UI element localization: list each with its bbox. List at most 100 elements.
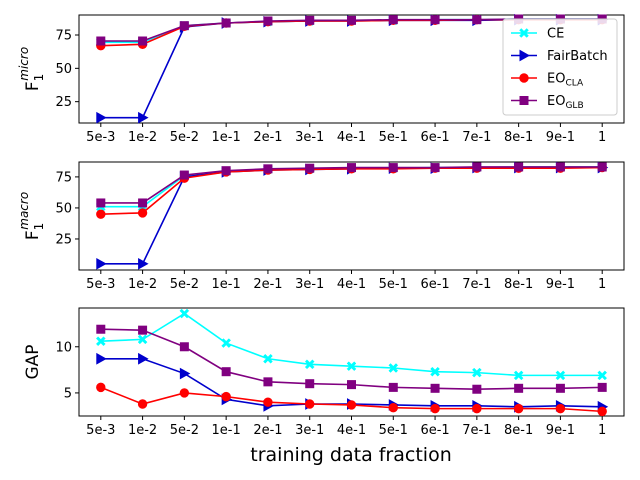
legend-label: FairBatch (547, 49, 608, 64)
panel-1: 5e-3 1e-2 5e-2 1e-1 2e-1 3e-1 4e-1 5e-1 6e-1 7e-1… (17, 13, 625, 145)
x-tick-label: 5e-1 (379, 130, 408, 145)
point-eo_cla (137, 208, 148, 218)
series-eo_glb (96, 324, 607, 394)
x-tick-label: 5e-2 (170, 277, 199, 292)
point-ce (221, 338, 232, 348)
x-tick-label: 9e-1 (546, 277, 575, 292)
point-ce (95, 336, 106, 347)
x-tick-label: 6e-1 (420, 277, 449, 292)
y-tick-label: 50 (55, 201, 72, 216)
x-tick-label: 5e-3 (86, 423, 115, 438)
point-fairbatch (179, 367, 191, 380)
point-eo_glb (221, 367, 231, 377)
point-eo_cla (430, 403, 440, 414)
point-eo_glb (555, 162, 565, 172)
point-fairbatch (96, 352, 107, 365)
point-eo_glb (179, 21, 189, 31)
series-eo_cla (96, 382, 607, 417)
point-ce (263, 353, 273, 364)
point-eo_glb (305, 379, 315, 389)
legend-entry-fairbatch: FairBatch (511, 49, 608, 64)
point-eo_glb (472, 162, 482, 172)
x-tick-label: 7e-1 (462, 423, 491, 438)
point-eo_cla (96, 209, 106, 219)
x-tick-label: 5e-1 (379, 423, 408, 438)
x-tick-label: 8e-1 (504, 130, 533, 145)
panel-2: 5e-3 1e-2 5e-2 1e-1 2e-1 3e-1 4e-1 5e-1 6e-1 7e-1… (17, 161, 625, 292)
legend-marker-ce (519, 28, 529, 38)
point-ce (430, 366, 440, 377)
x-tick-label: 6e-1 (420, 130, 449, 145)
point-eo_glb (472, 384, 482, 394)
legend-marker-eo_cla (519, 73, 529, 83)
point-eo_glb (305, 163, 315, 173)
point-eo_glb (263, 377, 273, 387)
x-tick-label: 9e-1 (546, 130, 575, 145)
point-eo_glb (388, 15, 398, 25)
x-tick-label: 1 (598, 130, 606, 145)
x-tick-label: 2e-1 (253, 130, 282, 145)
x-tick-label: 2e-1 (253, 277, 282, 292)
y-tick-label: 25 (55, 95, 72, 110)
point-eo_glb (347, 380, 356, 390)
point-ce (513, 370, 524, 381)
point-eo_glb (388, 382, 398, 392)
point-ce (179, 308, 190, 319)
x-tick-label: 1e-1 (212, 130, 241, 145)
point-eo_glb (514, 383, 524, 393)
point-eo_glb (514, 162, 524, 172)
x-tick-label: 3e-1 (295, 277, 324, 292)
x-tick-label: 5e-3 (86, 130, 115, 145)
x-tick-label: 1 (598, 423, 606, 438)
point-ce (471, 367, 482, 378)
point-eo_cla (179, 388, 190, 398)
point-ce (304, 359, 315, 370)
y-tick-label: 75 (55, 29, 72, 44)
point-eo_glb (430, 163, 440, 173)
point-eo_glb (221, 18, 231, 28)
x-tick-label: 5e-1 (379, 277, 408, 292)
point-eo_glb (138, 36, 148, 46)
point-ce (555, 370, 566, 381)
x-tick-label: 5e-2 (170, 423, 199, 438)
point-ce (346, 361, 357, 372)
legend-entry-eo_glb: EOGLB (511, 94, 584, 111)
x-tick-label: 7e-1 (462, 277, 491, 292)
point-eo_cla (472, 403, 482, 414)
y-tick-label: 10 (55, 340, 72, 355)
x-tick-label: 7e-1 (462, 130, 491, 145)
point-eo_glb (96, 324, 106, 334)
legend-label: EOCLA (547, 72, 584, 89)
x-tick-label: 5e-3 (86, 277, 115, 292)
panels: 5e-3 1e-2 5e-2 1e-1 2e-1 3e-1 4e-1 5e-1 6e-1 7e-1… (17, 13, 625, 438)
point-ce (597, 370, 608, 381)
point-eo_glb (138, 325, 148, 335)
y-tick-label: 25 (55, 232, 72, 247)
point-eo_cla (221, 391, 231, 402)
point-eo_glb (263, 16, 273, 26)
x-tick-label: 5e-2 (170, 130, 199, 145)
point-eo_glb (472, 15, 482, 25)
point-fairbatch (96, 257, 107, 270)
point-eo_cla (388, 402, 398, 413)
point-eo_cla (137, 399, 148, 409)
y-tick-label: 5 (64, 386, 72, 401)
point-eo_glb (179, 170, 189, 180)
x-tick-label: 1e-2 (128, 130, 157, 145)
point-fairbatch (96, 111, 107, 124)
x-tick-label: 6e-1 (420, 423, 449, 438)
point-ce (388, 363, 399, 373)
point-eo_glb (347, 15, 356, 25)
point-eo_glb (96, 198, 106, 208)
point-fairbatch (138, 111, 149, 124)
series-eo_glb (96, 162, 607, 208)
point-eo_glb (555, 383, 565, 393)
legend-box (502, 18, 618, 116)
point-eo_glb (221, 166, 231, 176)
legend: CE FairBatch EOCLA EOGLB (502, 18, 618, 116)
x-tick-label: 1e-1 (212, 277, 241, 292)
legend-marker-fairbatch (519, 49, 531, 62)
y-axis-label: F1micro (17, 47, 46, 91)
point-eo_cla (597, 406, 607, 417)
